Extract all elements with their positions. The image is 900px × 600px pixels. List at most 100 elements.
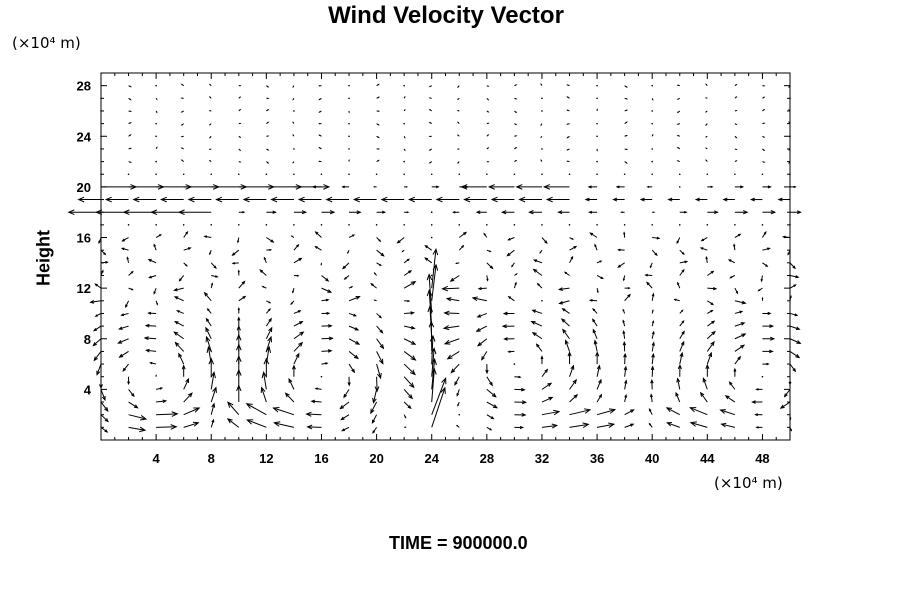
vector-dot [789,135,791,138]
vector-arrowhead [667,197,673,202]
vector-arrow [122,363,129,372]
vector-arrowhead [181,364,186,370]
vector-arrowhead [795,354,801,359]
vector-arrowhead [651,292,655,297]
vector-dot [127,173,130,176]
vector-arrowhead [544,368,549,373]
vector-arrowhead [441,285,449,292]
vector-arrowhead [518,196,526,203]
vector-arrowhead [795,326,801,330]
vector-arrowhead [796,340,802,344]
vector-arrowhead [269,248,273,251]
vector-arrowhead [582,422,590,428]
vector-arrowhead [242,196,250,203]
vector-arrowhead [573,245,578,249]
vector-arrow [447,350,460,360]
vector-arrow [397,237,405,244]
vector-arrowhead [328,324,333,328]
vector-arrowhead [710,185,714,189]
vector-arrow [533,268,543,276]
vector-arrowhead [410,280,417,286]
vector-arrowhead [476,314,482,318]
vector-arrowhead [705,83,707,86]
vector-arrowhead [503,337,508,341]
vector-arrow [569,423,589,428]
vector-arrowhead [625,109,628,112]
vector-arrow [210,403,215,415]
vector-arrowhead [127,381,130,386]
vector-arrowhead [648,422,652,426]
vector-arrowhead [623,352,627,358]
vector-arrowhead [767,247,771,251]
vector-arrowhead [782,235,786,239]
vector-arrow [431,387,446,428]
vector-arrow [458,232,467,238]
vector-arrowhead [570,255,574,260]
vector-dot [182,173,185,176]
vector-arrowhead [596,364,601,370]
vector-arrowhead [520,387,526,392]
vector-arrowhead [519,425,525,430]
vector-arrow [293,257,302,264]
vector-arrowhead [131,393,135,398]
vector-arrowhead [729,276,733,279]
vector-arrowhead [410,325,416,330]
vector-arrow [376,351,384,364]
vector-arrowhead [622,329,626,334]
vector-arrowhead [139,415,148,421]
vector-dot [100,148,102,150]
vector-arrowhead [787,252,790,256]
vector-arrowhead [118,326,123,330]
vector-arrowhead [592,307,596,312]
vector-dot [486,173,488,176]
vector-arrowhead [673,298,677,301]
vector-arrowhead [185,230,189,235]
vector-arrow [700,392,708,403]
vector-arrow [348,338,360,345]
vector-arrowhead [380,252,385,257]
vector-arrowhead [727,259,732,262]
vector-arrowhead [290,302,293,306]
vector-arrowhead [356,210,362,215]
vector-arrowhead [261,371,268,379]
vector-arrowhead [241,280,246,285]
x-tick-label: 8 [208,451,215,466]
vector-arrow [265,327,273,339]
vector-arrowhead [353,313,358,317]
vector-arrowhead [681,252,685,256]
vector-dot [348,97,350,100]
vector-arrowhead [231,252,236,256]
vector-arrowhead [325,277,330,282]
vector-arrow [541,424,557,428]
vector-arrowhead [492,404,499,409]
vector-arrow [690,422,708,428]
vector-arrowhead [615,185,620,189]
vector-arrowhead [491,392,497,398]
vector-arrowhead [297,310,302,313]
vector-arrow [734,322,745,327]
vector-arrow [592,319,598,327]
vector-arrowhead [769,349,774,354]
vector-dot [596,135,598,138]
vector-arrowhead [270,196,278,203]
vector-arrowhead [589,232,594,236]
vector-arrowhead [325,196,333,203]
vector-arrowhead [314,245,318,249]
vector-arrowhead [443,310,450,316]
x-tick-label: 24 [424,451,439,466]
vector-arrowhead [656,236,661,240]
vector-arrowhead [306,424,313,430]
vector-dot [238,224,240,226]
vector-dot [678,186,681,188]
vector-arrowhead [562,328,567,334]
vector-arrowhead [377,123,380,126]
vector-arrowhead [779,404,785,409]
vector-arrowhead [343,277,347,280]
vector-arrowhead [260,386,266,393]
vector-arrow [476,325,488,332]
vector-arrowhead [67,209,75,216]
vector-arrowhead [210,371,216,379]
vector-dot [678,173,681,176]
vector-arrowhead [777,197,783,202]
